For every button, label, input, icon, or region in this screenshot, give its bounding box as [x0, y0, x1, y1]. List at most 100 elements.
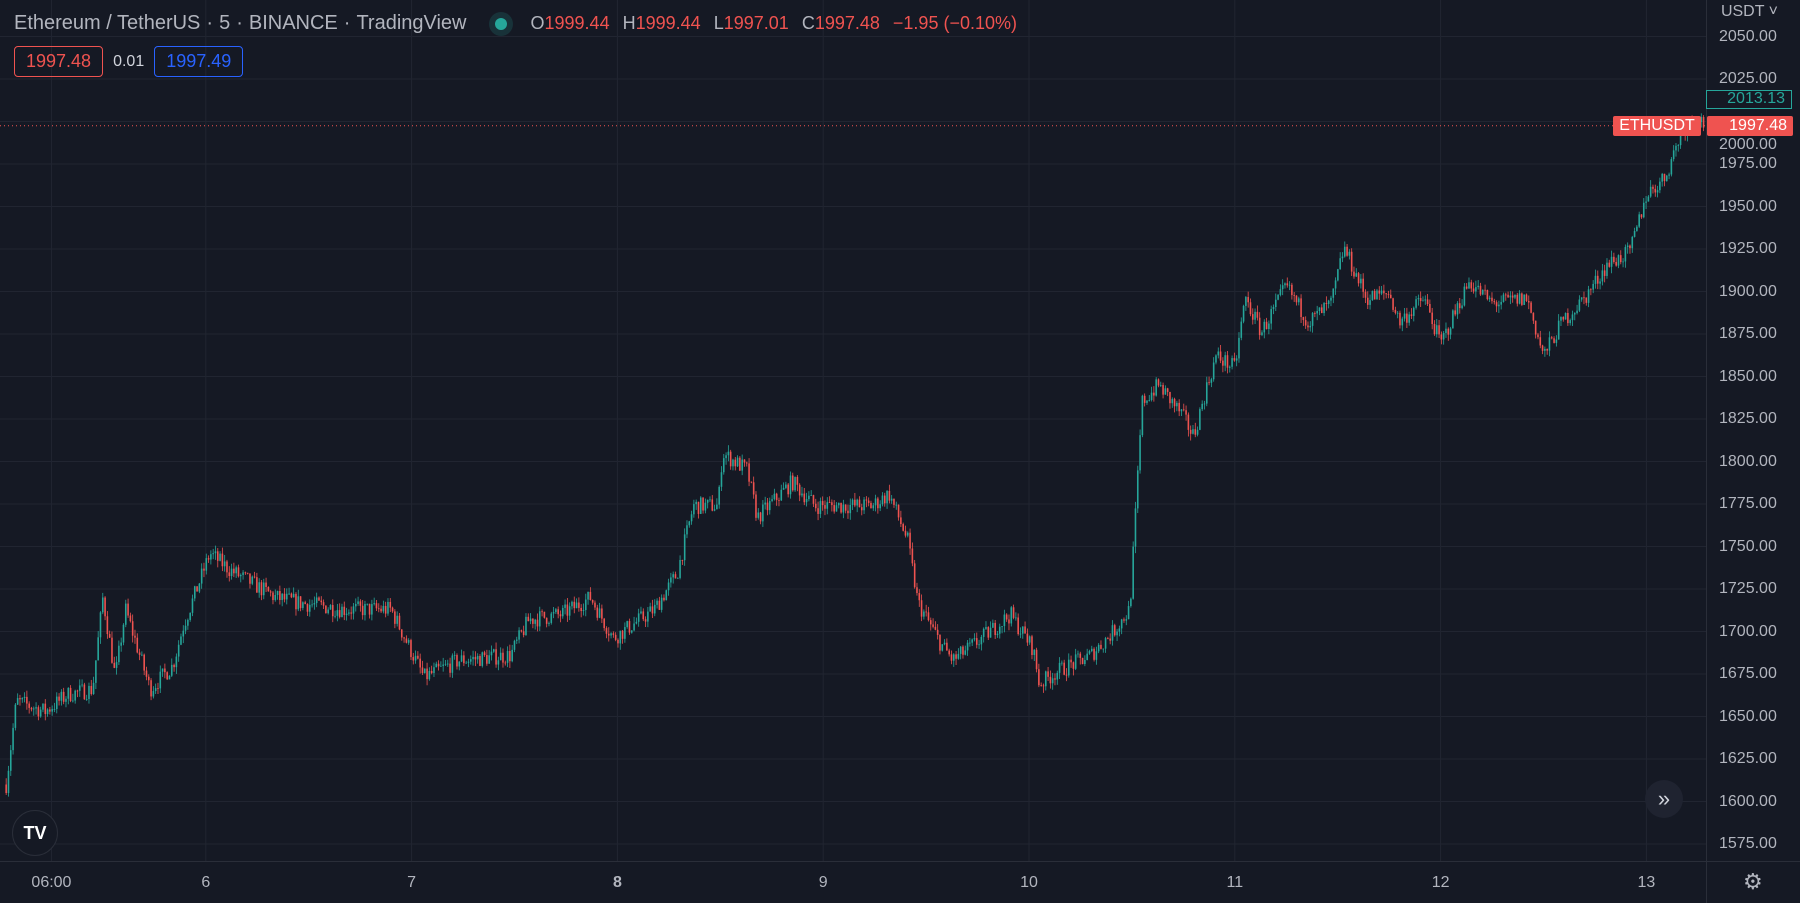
candle: [534, 619, 536, 624]
candle: [1240, 321, 1243, 338]
candle: [729, 451, 732, 467]
candle: [672, 574, 674, 578]
price-axis[interactable]: USDT ˅ 2050.00 2025.00 2000.00 1975.00 1950.…: [1706, 0, 1800, 861]
candle: [30, 707, 33, 710]
candle: [1521, 293, 1523, 305]
candle: [1403, 313, 1406, 319]
candle: [1346, 246, 1348, 256]
candle: [1231, 358, 1233, 367]
candle: [320, 600, 323, 603]
candle: [727, 451, 730, 456]
candle: [272, 592, 274, 601]
candle: [51, 709, 53, 712]
candle: [1353, 271, 1355, 277]
candle: [1511, 295, 1514, 298]
candle: [791, 475, 794, 491]
candle: [527, 616, 530, 622]
candle: [1541, 345, 1544, 351]
candle: [647, 611, 649, 622]
candle: [1150, 392, 1153, 401]
candle: [42, 703, 44, 710]
candle: [219, 553, 221, 561]
candle: [780, 489, 783, 501]
candle: [798, 484, 801, 496]
candle: [274, 594, 277, 601]
candle: [934, 626, 937, 630]
candle: [460, 655, 463, 662]
candle: [628, 621, 631, 633]
buy-button[interactable]: 1997.49: [154, 46, 244, 77]
symbol-name[interactable]: Ethereum / TetherUS: [14, 12, 201, 34]
candle: [67, 687, 70, 699]
candle: [1226, 355, 1229, 368]
sell-button[interactable]: 1997.48: [14, 46, 104, 77]
time-tick-label: 9: [818, 874, 828, 891]
settings-gear-icon[interactable]: ⚙: [1743, 869, 1763, 894]
candle: [607, 633, 610, 636]
candle: [253, 576, 256, 578]
candle: [1061, 662, 1063, 664]
candle: [343, 606, 346, 615]
candle: [584, 599, 587, 611]
candle: [1284, 283, 1286, 286]
price-chart[interactable]: [0, 0, 1706, 861]
candle: [1546, 348, 1548, 351]
candle: [840, 502, 842, 513]
candle: [1631, 236, 1634, 249]
candle: [812, 495, 815, 504]
candle: [380, 608, 382, 612]
candle: [1095, 651, 1098, 660]
candle: [1534, 320, 1537, 335]
candle: [860, 507, 863, 511]
candle: [890, 498, 893, 501]
candle: [1097, 644, 1100, 652]
time-tick-label: 6: [201, 874, 211, 891]
close-label: C: [801, 13, 815, 33]
candle: [69, 687, 72, 702]
candle: [83, 684, 86, 700]
candle: [1527, 300, 1530, 303]
candle: [665, 590, 668, 601]
candle: [1647, 196, 1650, 202]
candle: [228, 572, 231, 577]
candle: [1247, 297, 1249, 303]
candle: [39, 709, 42, 717]
candle: [801, 493, 803, 496]
candle: [913, 563, 916, 588]
last-price-label: 1997.48: [1707, 116, 1793, 136]
candle: [412, 657, 415, 661]
candle: [407, 640, 410, 643]
candle: [1424, 299, 1427, 301]
candle: [1470, 282, 1473, 289]
interval[interactable]: 5: [219, 12, 231, 34]
candle: [1626, 245, 1629, 247]
candle: [1010, 607, 1013, 624]
candle: [1537, 334, 1539, 338]
tradingview-logo[interactable]: TV: [12, 810, 58, 856]
candle: [612, 633, 615, 635]
scroll-to-realtime-button[interactable]: »: [1645, 780, 1683, 818]
candle: [143, 654, 145, 671]
price-tick-label: 1675.00: [1719, 665, 1777, 682]
market-open-status-icon: [494, 17, 507, 30]
candle: [315, 597, 318, 604]
candle: [782, 487, 785, 490]
candle: [237, 567, 240, 577]
candle: [952, 654, 955, 661]
candle: [1475, 287, 1477, 292]
trade-buttons: 1997.48 0.01 1997.49: [14, 46, 244, 77]
candle: [975, 638, 978, 645]
candle: [1348, 251, 1351, 256]
time-axis[interactable]: 06:00 6 7 8 9 10 11 12 13: [0, 861, 1706, 903]
candle: [486, 655, 488, 664]
candle: [200, 568, 203, 584]
candle: [1056, 672, 1059, 680]
candle: [1530, 302, 1532, 313]
candle: [387, 601, 389, 614]
candle: [955, 654, 957, 659]
candle: [1100, 644, 1102, 649]
candle: [292, 593, 295, 598]
candle: [1583, 297, 1585, 299]
currency-selector[interactable]: USDT ˅: [1721, 3, 1778, 21]
candle: [849, 504, 852, 514]
